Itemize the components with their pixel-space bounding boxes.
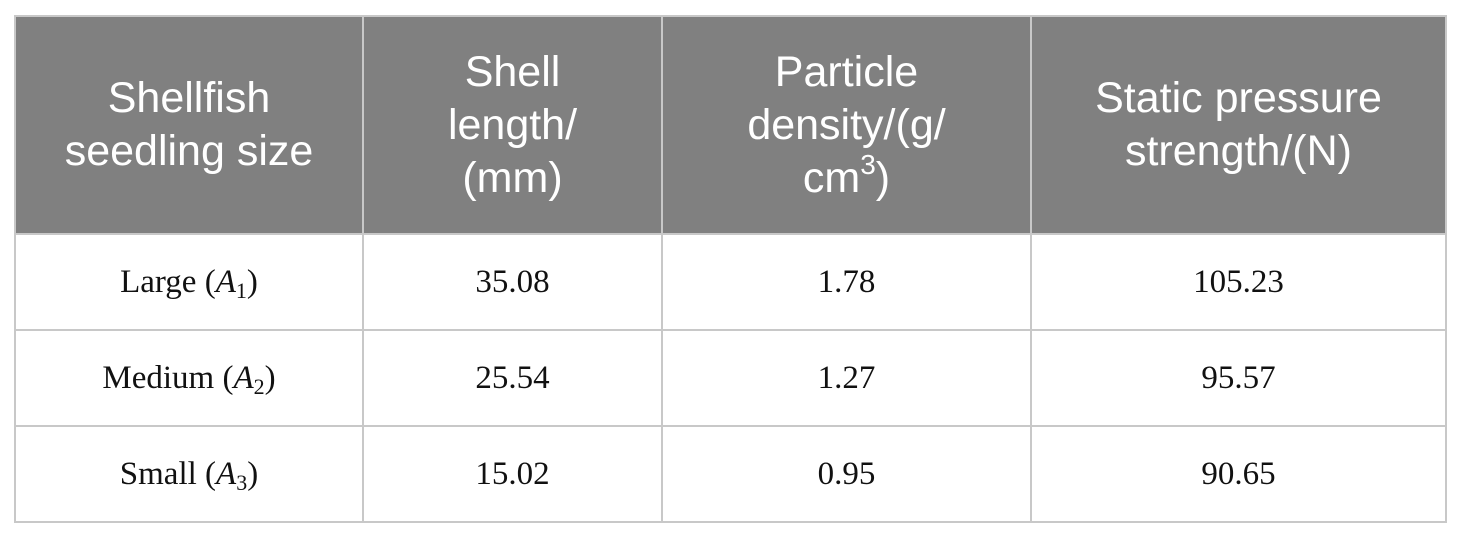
row-label-cell: Medium (A2) bbox=[14, 329, 364, 427]
value-cell: 25.54 bbox=[362, 329, 663, 427]
header-line: (mm) bbox=[462, 153, 563, 202]
header-row: Shellfish seedling size Shell length/ (m… bbox=[14, 15, 1447, 235]
header-line: Shell bbox=[464, 47, 561, 96]
header-cell: Particle density/(g/ cm3) bbox=[661, 15, 1032, 235]
superscript: 3 bbox=[860, 148, 876, 180]
header-text: cm bbox=[802, 153, 861, 202]
label-text: ) bbox=[247, 455, 259, 492]
subscript: 2 bbox=[253, 373, 265, 399]
header-cell: Shell length/ (mm) bbox=[362, 15, 663, 235]
label-text: Small ( bbox=[119, 455, 217, 492]
header-line: density/(g/ bbox=[747, 100, 946, 149]
header-cell: Shellfish seedling size bbox=[14, 15, 364, 235]
variable: A bbox=[233, 359, 254, 396]
value-cell: 95.57 bbox=[1030, 329, 1447, 427]
table-row: Medium (A2) 25.54 1.27 95.57 bbox=[14, 329, 1447, 427]
value-cell: 15.02 bbox=[362, 425, 663, 523]
subscript: 3 bbox=[236, 469, 248, 495]
label-text: ) bbox=[246, 263, 258, 300]
header-line: Particle bbox=[774, 47, 919, 96]
subscript: 1 bbox=[235, 277, 247, 303]
variable: A bbox=[215, 263, 236, 300]
header-line: Static pressure bbox=[1095, 74, 1382, 122]
header-line: length/ bbox=[447, 100, 578, 149]
data-table: Shellfish seedling size Shell length/ (m… bbox=[14, 15, 1447, 523]
header-line: Shellfish bbox=[107, 74, 271, 122]
header-cell: Static pressure strength/(N) bbox=[1030, 15, 1447, 235]
row-label-cell: Small (A3) bbox=[14, 425, 364, 523]
label-text: Large ( bbox=[120, 263, 216, 300]
header-line: cm3) bbox=[663, 148, 1030, 205]
row-label-cell: Large (A1) bbox=[14, 233, 364, 331]
value-cell: 35.08 bbox=[362, 233, 663, 331]
value-cell: 90.65 bbox=[1030, 425, 1447, 523]
table-row: Large (A1) 35.08 1.78 105.23 bbox=[14, 233, 1447, 331]
value-cell: 1.78 bbox=[661, 233, 1032, 331]
header-line: strength/(N) bbox=[1124, 127, 1352, 175]
header-line: seedling size bbox=[64, 127, 314, 175]
value-cell: 0.95 bbox=[661, 425, 1032, 523]
table-row: Small (A3) 15.02 0.95 90.65 bbox=[14, 425, 1447, 523]
value-cell: 105.23 bbox=[1030, 233, 1447, 331]
header-text: ) bbox=[875, 153, 891, 202]
value-cell: 1.27 bbox=[661, 329, 1032, 427]
label-text: ) bbox=[264, 359, 276, 396]
variable: A bbox=[216, 455, 237, 492]
table-body: Large (A1) 35.08 1.78 105.23 Medium (A2) 25.5… bbox=[14, 233, 1447, 523]
label-text: Medium ( bbox=[102, 359, 234, 396]
